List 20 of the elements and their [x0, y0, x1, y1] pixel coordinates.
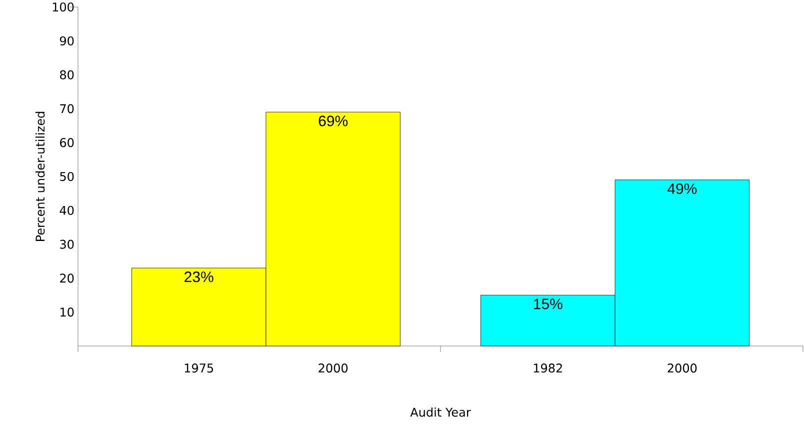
- y-tick-label: 30: [60, 240, 74, 249]
- y-tick-label: 80: [60, 70, 74, 80]
- data-label: 69%: [318, 116, 348, 126]
- y-tick-label: 100: [52, 2, 74, 12]
- y-tick-label: 90: [60, 36, 74, 46]
- x-tick-label: 2000: [318, 364, 348, 373]
- x-tick-label: 1975: [184, 364, 214, 373]
- y-axis-title: Percent under-utilized: [35, 112, 45, 241]
- y-tick-label: 70: [60, 104, 74, 114]
- x-tick-label: 1982: [534, 364, 562, 373]
- y-tick-label: 20: [60, 274, 74, 283]
- y-tick-label: 50: [60, 172, 74, 182]
- data-label: 49%: [667, 183, 697, 194]
- data-label: 23%: [184, 272, 214, 282]
- y-tick-label: 40: [60, 206, 74, 215]
- x-tick-label: 2000: [668, 364, 697, 373]
- x-axis-title: Audit Year: [410, 407, 471, 417]
- data-label: 15%: [534, 298, 562, 310]
- y-tick-label: 60: [60, 138, 74, 148]
- y-tick-label: 10: [60, 308, 74, 317]
